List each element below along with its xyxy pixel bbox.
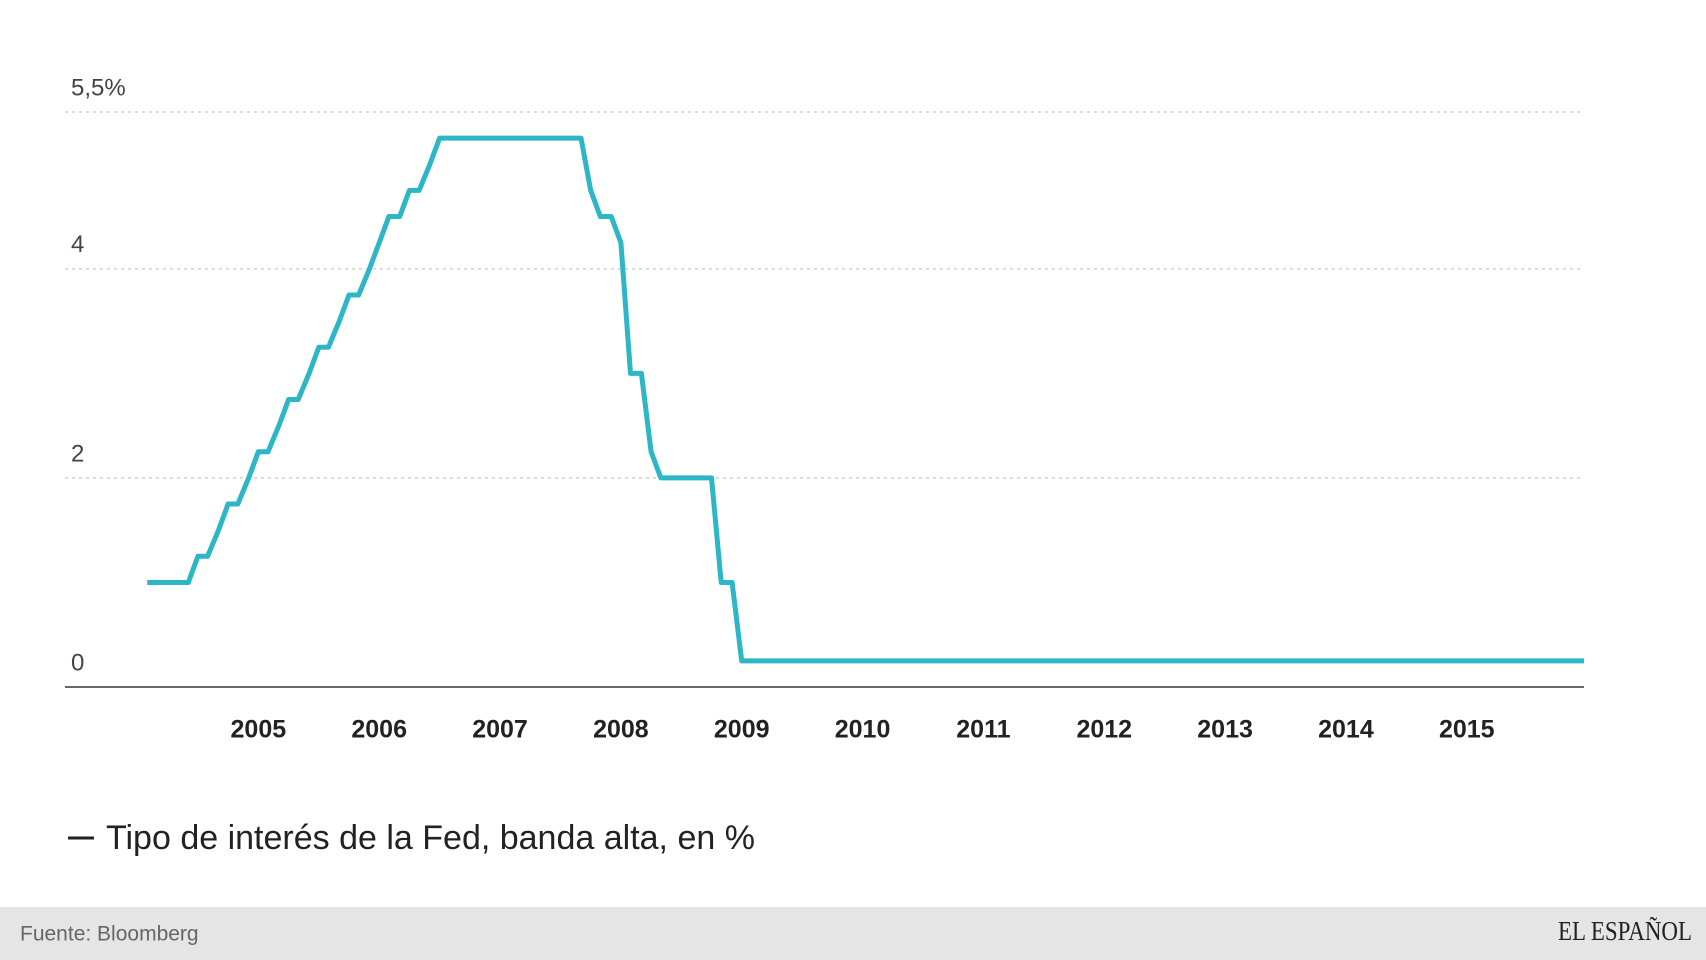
- x-tick-label: 2008: [593, 716, 649, 744]
- x-tick-label: 2007: [472, 716, 528, 744]
- x-tick-label: 2005: [231, 716, 287, 744]
- source: Fuente: Bloomberg: [20, 923, 199, 946]
- x-tick-label: 2010: [835, 716, 891, 744]
- y-tick-label: 0: [71, 649, 84, 676]
- x-tick-label: 2015: [1439, 716, 1495, 744]
- x-tick-label: 2014: [1318, 716, 1374, 744]
- x-tick-label: 2011: [956, 716, 1010, 744]
- series-line: [147, 135, 1584, 664]
- x-tick-label: 2006: [351, 716, 407, 744]
- y-tick-label: 4: [71, 231, 84, 258]
- x-tick-label: 2009: [714, 716, 770, 744]
- legend-label: Tipo de interés de la Fed, banda alta, e…: [106, 819, 755, 857]
- footer-band: [0, 907, 1706, 960]
- x-tick-label: 2012: [1076, 716, 1132, 744]
- y-tick-label: 2: [71, 440, 84, 467]
- y-tick-label: 5,5%: [71, 74, 126, 101]
- x-tick-label: 2013: [1197, 716, 1253, 744]
- brand: EL ESPAÑOL: [1558, 916, 1692, 946]
